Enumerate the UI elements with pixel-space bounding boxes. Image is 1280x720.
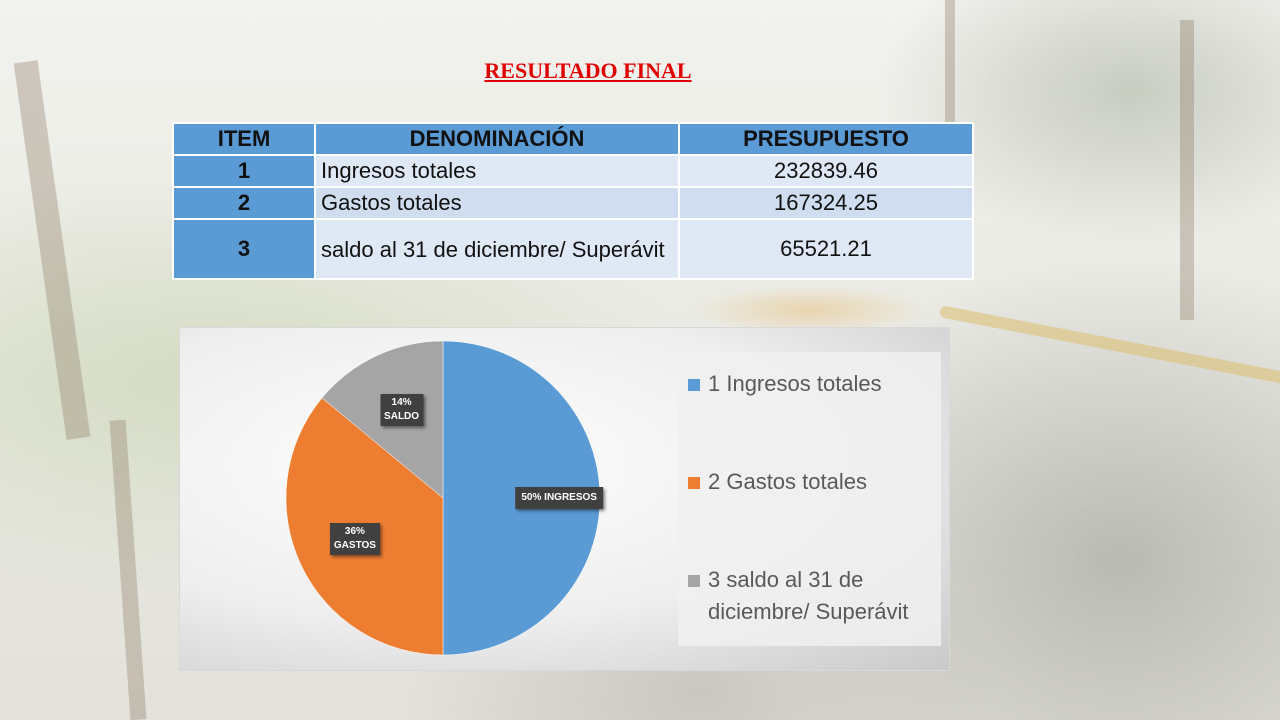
budget-table: ITEM DENOMINACIÓN PRESUPUESTO 1 Ingresos… [172,122,974,280]
legend-item-ingresos: 1 Ingresos totales [688,368,938,400]
legend-item-gastos: 2 Gastos totales [688,466,938,498]
legend-label: 1 Ingresos totales [708,371,882,396]
pie-chart-panel: 50% INGRESOS 36% GASTOS 14% SALDO 1 Ingresos… [179,327,950,671]
header-presupuesto: PRESUPUESTO [678,122,974,156]
row-denominacion: saldo al 31 de diciembre/ Superávit [314,218,680,280]
chart-legend: 1 Ingresos totales 2 Gastos totales 3 sa… [678,352,941,646]
row-item: 3 [172,218,316,280]
row-item: 2 [172,186,316,220]
header-denominacion: DENOMINACIÓN [314,122,680,156]
table-row: 1 Ingresos totales 232839.46 [172,154,974,188]
row-denominacion: Gastos totales [314,186,680,220]
table-row: 2 Gastos totales 167324.25 [172,186,974,220]
table-row: 3 saldo al 31 de diciembre/ Superávit 65… [172,218,974,280]
legend-item-saldo: 3 saldo al 31 de diciembre/ Superávit [688,564,938,628]
legend-swatch [688,379,700,391]
slide-title: RESULTADO FINAL [484,58,692,83]
legend-label: 3 saldo al 31 de diciembre/ Superávit [708,567,909,624]
data-label-gastos: 36% GASTOS [329,523,380,556]
row-presupuesto: 167324.25 [678,186,974,220]
row-presupuesto: 65521.21 [678,218,974,280]
header-item: ITEM [172,122,316,156]
data-label-saldo: 14% SALDO [380,393,424,426]
data-label-ingresos: 50% INGRESOS [515,487,603,509]
row-denominacion: Ingresos totales [314,154,680,188]
legend-swatch [688,477,700,489]
row-item: 1 [172,154,316,188]
legend-swatch [688,575,700,587]
table-header-row: ITEM DENOMINACIÓN PRESUPUESTO [172,122,974,156]
row-presupuesto: 232839.46 [678,154,974,188]
legend-label: 2 Gastos totales [708,469,867,494]
